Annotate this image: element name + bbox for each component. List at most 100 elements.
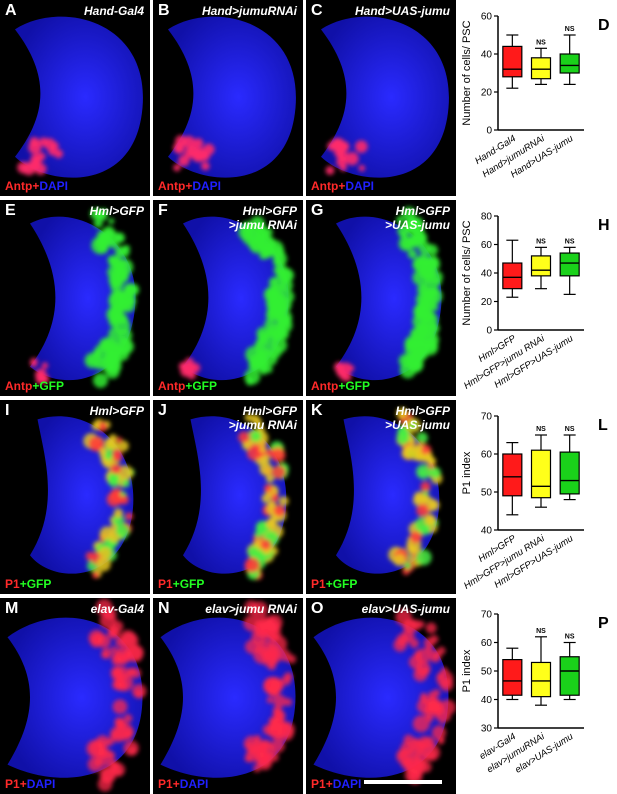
y-tick-label: 50 (481, 488, 493, 499)
stain-part: + (338, 179, 346, 193)
significance-label: NS (565, 634, 575, 641)
genotype-label: elav-Gal4 (90, 602, 144, 616)
stain-label: Antp+DAPI (311, 179, 374, 193)
tissue-lobe (15, 16, 143, 178)
stain-part: P1 (5, 577, 20, 591)
stain-label: Antp+GFP (311, 379, 370, 393)
significance-label: NS (565, 238, 575, 245)
box-2 (530, 47, 552, 86)
chart-panel-label: D (598, 17, 610, 34)
box-2 (530, 434, 552, 508)
stain-part: GFP (192, 379, 218, 393)
stain-part: Antp (158, 179, 186, 193)
y-tick-label: 60 (481, 450, 493, 461)
tissue-lobe (168, 16, 296, 178)
y-tick-label: 80 (481, 212, 493, 223)
genotype-label: Hml>GFP >jumu RNAi (228, 204, 297, 232)
box-iqr (559, 451, 580, 495)
stain-part: GFP (179, 577, 205, 591)
boxplot-l: L 40 50 60 70 P1 index Hml>GFP NS Hml>GFP>jumu R… (456, 400, 617, 594)
y-tick-label: 60 (481, 12, 493, 23)
tissue-lobe (321, 16, 449, 178)
chart-panel-label: L (598, 417, 608, 434)
genotype-label: Hml>GFP >UAS-jumu (384, 204, 450, 232)
panel-label: B (158, 2, 170, 19)
stain-part: P1 (311, 777, 326, 791)
micrograph-panel-j: J Hml>GFP >jumu RNAi P1+GFP (153, 400, 303, 594)
stain-part: GFP (26, 577, 52, 591)
box-3 (559, 434, 580, 501)
box-iqr (530, 255, 552, 277)
stain-part: + (325, 777, 333, 791)
y-tick-label: 40 (481, 269, 493, 280)
y-tick-label: 40 (481, 695, 493, 706)
significance-label: NS (565, 26, 575, 33)
box-iqr (559, 53, 580, 74)
stain-part: DAPI (26, 777, 56, 791)
micrograph-panel-c: C Hand>UAS-jumu Antp+DAPI (306, 0, 456, 196)
panel-label: A (5, 2, 17, 19)
box-1 (502, 647, 523, 701)
stain-part: Antp (311, 179, 339, 193)
stain-part: DAPI (345, 179, 375, 193)
stain-part: DAPI (192, 179, 222, 193)
genotype-label: elav>jumu RNAi (205, 602, 297, 616)
micrograph-image (313, 608, 456, 785)
genotype-label: elav>UAS-jumu (361, 602, 450, 616)
stain-part: + (172, 577, 180, 591)
stain-part: DAPI (332, 777, 362, 791)
stain-part: Antp (158, 379, 186, 393)
chart-panel-label: H (598, 217, 610, 234)
y-axis-label: Number of cells/ PSC (461, 20, 473, 125)
y-tick-label: 40 (481, 526, 493, 537)
stain-part: P1 (158, 577, 173, 591)
panel-label: F (158, 202, 168, 219)
genotype-label: Hand>jumuRNAi (201, 4, 297, 18)
significance-label: NS (536, 238, 546, 245)
box-iqr (559, 252, 580, 277)
genotype-label: Hand>UAS-jumu (354, 4, 450, 18)
y-tick-label: 0 (486, 326, 492, 337)
panel-label: K (311, 402, 323, 419)
micrograph-image (178, 216, 295, 386)
y-tick-label: 20 (481, 297, 493, 308)
box-1 (502, 239, 523, 298)
y-axis-label: P1 index (461, 451, 473, 494)
stain-label: Antp+GFP (5, 379, 64, 393)
stain-label: P1+DAPI (5, 777, 55, 791)
panel-label: E (5, 202, 16, 219)
micrograph-image (336, 407, 443, 576)
box-iqr (502, 262, 523, 290)
micrograph-image (7, 598, 147, 792)
stain-part: + (19, 777, 27, 791)
box-iqr (502, 45, 523, 78)
boxplot-d: D 0 20 40 60 Number of cells/ PSC Hand-Gal4 NS H… (456, 0, 617, 196)
micrograph-panel-i: I Hml>GFP P1+GFP (0, 400, 150, 594)
micrograph-image (183, 413, 289, 581)
box-1 (502, 34, 523, 89)
chart-panel-label: P (598, 615, 609, 632)
genotype-label: Hml>GFP (89, 404, 144, 418)
panel-label: I (5, 402, 10, 419)
stain-label: P1+DAPI (158, 777, 208, 791)
box-3 (559, 641, 580, 701)
stain-label: Antp+GFP (158, 379, 217, 393)
box-1 (502, 441, 523, 516)
stain-label: P1+GFP (158, 577, 204, 591)
stain-part: Antp (5, 179, 33, 193)
stain-part: + (32, 179, 40, 193)
box-iqr (502, 453, 523, 497)
stain-part: Antp (5, 379, 33, 393)
box-iqr (530, 449, 552, 499)
stain-part: + (185, 379, 193, 393)
stain-part: + (32, 379, 40, 393)
stain-part: P1 (311, 577, 326, 591)
stain-part: DAPI (179, 777, 209, 791)
stain-label: P1+DAPI (311, 777, 361, 791)
panel-label: J (158, 402, 167, 419)
stain-label: P1+GFP (311, 577, 357, 591)
y-tick-label: 70 (481, 412, 493, 423)
